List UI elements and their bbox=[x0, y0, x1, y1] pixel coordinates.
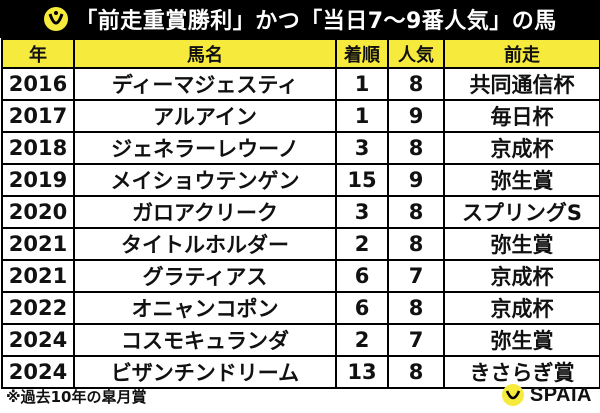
horse-name-cell: タイトルホルダー bbox=[73, 227, 337, 261]
year-cell: 2016 bbox=[1, 67, 75, 101]
horseshoe-icon bbox=[44, 7, 69, 31]
finish-cell: 3 bbox=[335, 131, 389, 165]
year-cell: 2019 bbox=[1, 163, 75, 197]
horse-name-cell: コスモキュランダ bbox=[73, 323, 337, 357]
year-cell: 2018 bbox=[1, 131, 75, 165]
column-header-finish: 着順 bbox=[335, 38, 389, 69]
horse-name-cell: ジェネラーレウーノ bbox=[73, 131, 337, 165]
table-row: 2017 アルアイン 1 9 毎日杯 bbox=[1, 99, 600, 133]
page-title: 「前走重賞勝利」かつ「当日7〜9番人気」の馬 bbox=[75, 9, 557, 34]
year-cell: 2022 bbox=[1, 291, 75, 325]
popularity-cell: 9 bbox=[387, 99, 445, 133]
popularity-cell: 8 bbox=[387, 131, 445, 165]
popularity-cell: 8 bbox=[387, 355, 445, 389]
brand-name: SPAIA bbox=[529, 383, 592, 406]
popularity-cell: 9 bbox=[387, 163, 445, 197]
popularity-cell: 8 bbox=[387, 67, 445, 101]
column-header-previous-race: 前走 bbox=[443, 38, 600, 69]
horse-name-cell: メイショウテンゲン bbox=[73, 163, 337, 197]
column-header-popularity: 人気 bbox=[387, 38, 445, 69]
year-cell: 2020 bbox=[1, 195, 75, 229]
previous-race-cell: 弥生賞 bbox=[443, 227, 600, 261]
title-bar: 「前走重賞勝利」かつ「当日7〜9番人気」の馬 bbox=[0, 0, 600, 38]
popularity-cell: 8 bbox=[387, 227, 445, 261]
previous-race-cell: 京成杯 bbox=[443, 291, 600, 325]
finish-cell: 15 bbox=[335, 163, 389, 197]
popularity-cell: 7 bbox=[387, 259, 445, 293]
previous-race-cell: 京成杯 bbox=[443, 259, 600, 293]
previous-race-cell: スプリングS bbox=[443, 195, 600, 229]
finish-cell: 1 bbox=[335, 67, 389, 101]
previous-race-cell: きさらぎ賞 bbox=[443, 355, 600, 389]
brand-logo: SPAIA bbox=[501, 383, 592, 407]
popularity-cell: 8 bbox=[387, 195, 445, 229]
table-row: 2024 コスモキュランダ 2 7 弥生賞 bbox=[1, 323, 600, 357]
column-header-year: 年 bbox=[1, 38, 75, 69]
horse-name-cell: アルアイン bbox=[73, 99, 337, 133]
table-row: 2019 メイショウテンゲン 15 9 弥生賞 bbox=[1, 163, 600, 197]
horse-name-cell: グラティアス bbox=[73, 259, 337, 293]
finish-cell: 2 bbox=[335, 323, 389, 357]
results-table: 年 馬名 着順 人気 前走 2016 ディーマジェスティ 1 8 共同通信杯 2017 アル… bbox=[1, 38, 600, 389]
table-header-row: 年 馬名 着順 人気 前走 bbox=[1, 38, 600, 69]
table-row: 2022 オニャンコポン 6 8 京成杯 bbox=[1, 291, 600, 325]
previous-race-cell: 毎日杯 bbox=[443, 99, 600, 133]
finish-cell: 6 bbox=[335, 291, 389, 325]
table-row: 2021 グラティアス 6 7 京成杯 bbox=[1, 259, 600, 293]
year-cell: 2021 bbox=[1, 227, 75, 261]
footnote: ※過去10年の皐月賞 bbox=[6, 388, 147, 406]
year-cell: 2024 bbox=[1, 323, 75, 357]
horse-name-cell: ビザンチンドリーム bbox=[73, 355, 337, 389]
table-row: 2021 タイトルホルダー 2 8 弥生賞 bbox=[1, 227, 600, 261]
previous-race-cell: 弥生賞 bbox=[443, 163, 600, 197]
table-row: 2020 ガロアクリーク 3 8 スプリングS bbox=[1, 195, 600, 229]
previous-race-cell: 弥生賞 bbox=[443, 323, 600, 357]
spaia-logo-icon bbox=[501, 384, 524, 406]
table-row: 2024 ビザンチンドリーム 13 8 きさらぎ賞 bbox=[1, 355, 600, 389]
finish-cell: 1 bbox=[335, 99, 389, 133]
finish-cell: 13 bbox=[335, 355, 389, 389]
finish-cell: 2 bbox=[335, 227, 389, 261]
previous-race-cell: 京成杯 bbox=[443, 131, 600, 165]
year-cell: 2021 bbox=[1, 259, 75, 293]
horse-name-cell: ガロアクリーク bbox=[73, 195, 337, 229]
popularity-cell: 8 bbox=[387, 291, 445, 325]
column-header-horse: 馬名 bbox=[73, 38, 337, 69]
previous-race-cell: 共同通信杯 bbox=[443, 67, 600, 101]
year-cell: 2017 bbox=[1, 99, 75, 133]
table-row: 2016 ディーマジェスティ 1 8 共同通信杯 bbox=[1, 67, 600, 101]
horse-name-cell: ディーマジェスティ bbox=[73, 67, 337, 101]
popularity-cell: 7 bbox=[387, 323, 445, 357]
year-cell: 2024 bbox=[1, 355, 75, 389]
finish-cell: 3 bbox=[335, 195, 389, 229]
finish-cell: 6 bbox=[335, 259, 389, 293]
horse-name-cell: オニャンコポン bbox=[73, 291, 337, 325]
table-row: 2018 ジェネラーレウーノ 3 8 京成杯 bbox=[1, 131, 600, 165]
